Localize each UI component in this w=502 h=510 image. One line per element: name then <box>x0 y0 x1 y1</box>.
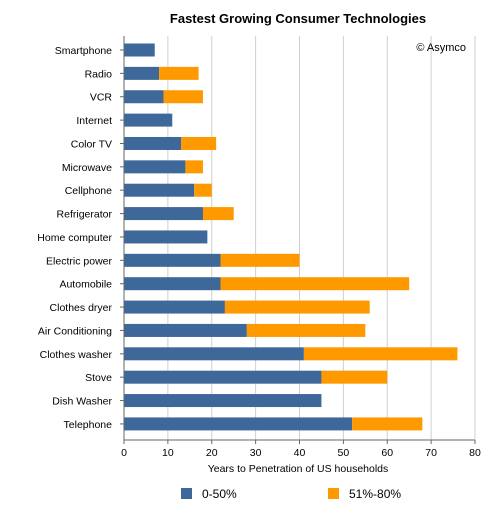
category-label: Air Conditioning <box>38 325 112 337</box>
x-tick-label: 60 <box>381 447 393 459</box>
bars <box>124 43 458 431</box>
legend-label-series-2: 51%-80% <box>349 487 401 501</box>
bar-segment-series-1 <box>124 113 173 127</box>
bar-segment-series-2 <box>303 347 458 361</box>
category-label: Internet <box>76 115 112 127</box>
bar-segment-series-1 <box>124 323 247 337</box>
grid-lines <box>167 36 476 440</box>
x-tick-label: 70 <box>425 447 437 459</box>
category-label: Refrigerator <box>57 209 113 221</box>
bar-segment-series-2 <box>220 277 410 291</box>
bar-segment-series-2 <box>220 253 300 267</box>
x-tick-label: 10 <box>162 447 174 459</box>
bar-segment-series-1 <box>124 394 322 408</box>
x-tick-label: 30 <box>250 447 262 459</box>
legend-label-series-1: 0-50% <box>202 487 237 501</box>
x-tick-label: 40 <box>294 447 306 459</box>
bar-segment-series-1 <box>124 417 353 431</box>
bar-segment-series-1 <box>124 66 160 80</box>
bar-segment-series-1 <box>124 160 186 174</box>
bar-segment-series-1 <box>124 43 155 57</box>
category-label: Automobile <box>59 279 112 291</box>
bar-segment-series-2 <box>246 323 366 337</box>
bar-segment-series-2 <box>224 300 370 314</box>
chart-title: Fastest Growing Consumer Technologies <box>170 11 426 26</box>
bar-segment-series-1 <box>124 230 208 244</box>
chart-credit: © Asymco <box>416 42 466 54</box>
bar-segment-series-1 <box>124 183 195 197</box>
x-tick-label: 50 <box>338 447 350 459</box>
bar-segment-series-2 <box>194 183 212 197</box>
x-tick-label: 80 <box>469 447 481 459</box>
category-label: Electric power <box>46 255 112 267</box>
bar-segment-series-1 <box>124 136 182 150</box>
bar-segment-series-2 <box>352 417 423 431</box>
bar-segment-series-1 <box>124 277 221 291</box>
x-tick-label: 0 <box>121 447 127 459</box>
bar-segment-series-2 <box>185 160 203 174</box>
bar-segment-series-2 <box>163 90 203 104</box>
bar-segment-series-1 <box>124 347 304 361</box>
bar-segment-series-2 <box>321 370 388 384</box>
bar-segment-series-2 <box>181 136 217 150</box>
category-label: Radio <box>85 68 113 80</box>
category-label: VCR <box>90 92 113 104</box>
bar-segment-series-1 <box>124 300 225 314</box>
category-label: Dish Washer <box>52 396 112 408</box>
category-label: Home computer <box>37 232 112 244</box>
category-label: Cellphone <box>65 185 112 197</box>
category-label: Telephone <box>64 419 113 431</box>
bar-segment-series-2 <box>202 207 234 221</box>
bar-segment-series-1 <box>124 90 164 104</box>
bar-segment-series-2 <box>159 66 199 80</box>
category-label: Clothes washer <box>40 349 113 361</box>
bar-segment-series-1 <box>124 370 322 384</box>
axes: 0 10 20 30 40 50 60 70 80 Smartphone Radio VCR Inter… <box>37 36 481 459</box>
x-axis-title: Years to Penetration of US households <box>208 463 389 475</box>
category-label: Microwave <box>62 162 112 174</box>
legend-swatch-series-2 <box>328 488 339 499</box>
legend-swatch-series-1 <box>181 488 192 499</box>
x-tick-label: 20 <box>206 447 218 459</box>
category-label: Clothes dryer <box>50 302 113 314</box>
category-label: Smartphone <box>55 45 112 57</box>
category-label: Color TV <box>71 138 112 150</box>
legend: 0-50% 51%-80% <box>181 487 401 501</box>
bar-segment-series-1 <box>124 207 203 221</box>
category-label: Stove <box>85 372 112 384</box>
bar-segment-series-1 <box>124 253 221 267</box>
